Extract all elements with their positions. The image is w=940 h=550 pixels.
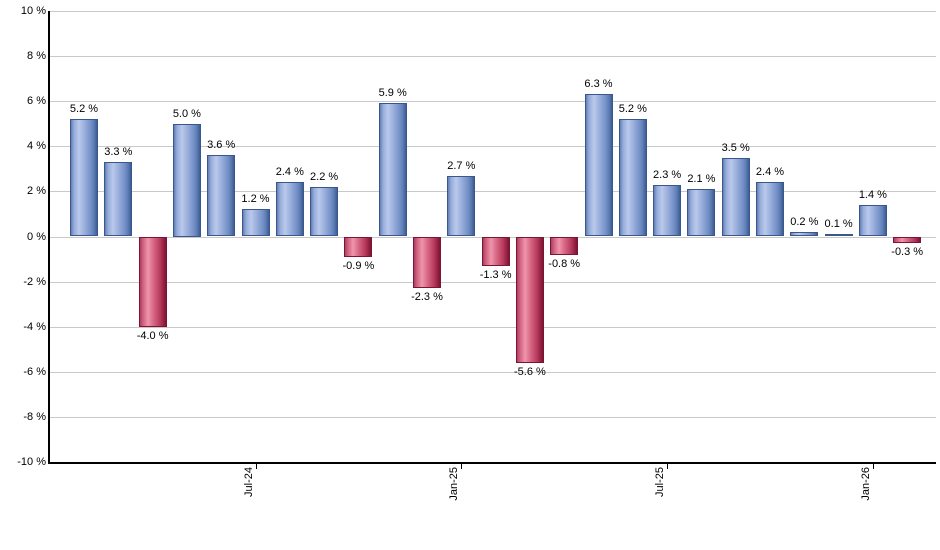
bar[interactable] — [584, 94, 613, 237]
bar[interactable] — [550, 236, 579, 255]
y-axis-tick-label: 0 % — [27, 230, 46, 243]
bar-value-label: -4.0 % — [136, 329, 169, 342]
bar-value-label: 6.3 % — [584, 78, 613, 91]
gridline — [50, 371, 936, 373]
bar[interactable] — [653, 184, 682, 237]
y-axis-tick-label: 4 % — [27, 140, 46, 153]
y-axis-tick-label: -4 % — [23, 320, 46, 333]
gridline — [50, 56, 936, 58]
gridline — [50, 326, 936, 328]
bar-value-label: 2.1 % — [687, 173, 716, 186]
bar[interactable] — [824, 234, 853, 237]
bar[interactable] — [138, 236, 167, 327]
x-axis-tick — [667, 462, 669, 469]
bar[interactable] — [618, 119, 647, 237]
bar-value-label: 2.2 % — [310, 170, 339, 183]
bar-value-label: 3.3 % — [104, 146, 133, 159]
bar[interactable] — [515, 236, 544, 363]
bar-value-label: 1.2 % — [241, 193, 270, 206]
bar-value-label: -0.3 % — [891, 246, 924, 259]
bar[interactable] — [858, 204, 887, 237]
bar-value-label: -2.3 % — [411, 291, 443, 304]
bar[interactable] — [481, 236, 510, 266]
gridline — [50, 11, 936, 12]
y-axis-tick-label: -10 % — [17, 456, 46, 468]
x-axis-tick-label: Jan-25 — [448, 467, 461, 501]
bar-value-label: -1.3 % — [479, 268, 512, 281]
y-axis-tick-label: 6 % — [27, 95, 46, 108]
gridline — [50, 101, 936, 103]
bar[interactable] — [790, 231, 819, 237]
x-axis-tick-label: Jan-26 — [859, 467, 872, 501]
bar[interactable] — [172, 123, 201, 237]
gridline — [50, 281, 936, 283]
y-axis-tick-label: 8 % — [27, 50, 46, 63]
x-axis-tick-label: Jul-24 — [242, 467, 255, 497]
x-axis-tick — [255, 462, 257, 469]
gridline — [50, 416, 936, 418]
bar[interactable] — [687, 189, 716, 237]
bar-value-label: -0.9 % — [342, 259, 375, 272]
gridline — [50, 191, 936, 193]
bar[interactable] — [104, 162, 133, 237]
bar[interactable] — [207, 155, 236, 237]
bar-value-label: 5.2 % — [69, 103, 99, 116]
x-axis-line — [48, 462, 936, 464]
y-axis-tick-label: -6 % — [23, 365, 46, 378]
bar[interactable] — [344, 236, 373, 257]
bar-value-label: 2.3 % — [653, 168, 682, 181]
gridline — [50, 146, 936, 148]
y-axis-tick-label: -2 % — [23, 275, 46, 288]
bar-value-label: 5.9 % — [378, 87, 407, 100]
bar-value-label: 0.1 % — [824, 218, 853, 231]
bar[interactable] — [893, 236, 922, 244]
bar-value-label: 0.2 % — [790, 215, 819, 228]
y-axis-line — [48, 11, 50, 464]
bar[interactable] — [378, 103, 407, 237]
bar-value-label: 3.6 % — [207, 139, 236, 152]
bar-value-label: 2.4 % — [275, 166, 304, 179]
bar[interactable] — [70, 119, 98, 237]
y-axis-tick-label: -8 % — [23, 410, 46, 423]
x-axis-tick-label: Jul-25 — [654, 467, 667, 497]
bar[interactable] — [413, 236, 441, 289]
bar-value-label: 2.7 % — [447, 159, 476, 172]
bar-value-label: 2.4 % — [755, 166, 785, 179]
bar-value-label: 3.5 % — [721, 141, 750, 154]
bar-value-label: 1.4 % — [858, 188, 887, 201]
bar-value-label: -5.6 % — [513, 365, 546, 378]
bar-value-label: 5.2 % — [618, 103, 647, 116]
bar[interactable] — [275, 182, 304, 237]
bar-value-label: -0.8 % — [548, 257, 581, 270]
bar[interactable] — [241, 209, 270, 237]
bar[interactable] — [756, 182, 784, 237]
x-axis-tick — [461, 462, 463, 469]
bar[interactable] — [310, 186, 339, 237]
bar[interactable] — [447, 175, 476, 237]
y-axis-tick-label: 2 % — [27, 185, 46, 198]
y-axis-tick-label: 10 % — [20, 5, 46, 17]
bar-value-label: 5.0 % — [172, 107, 201, 120]
x-axis-tick — [872, 462, 874, 469]
bar[interactable] — [721, 157, 750, 237]
